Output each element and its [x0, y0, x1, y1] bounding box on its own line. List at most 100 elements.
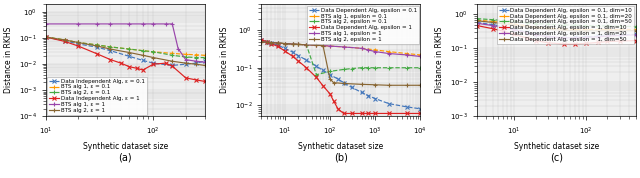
Data Dependent Alg, epsilon = 0.1, dim=10	[595, 35, 602, 37]
Line: Data Independent Alg, ε = 0.1: Data Independent Alg, ε = 0.1	[44, 35, 207, 67]
BTS alg 1, epsilon = 0.1	[274, 42, 282, 44]
Line: BTS alg 1, ε = 0.1: BTS alg 1, ε = 0.1	[44, 35, 207, 57]
BTS alg 1, ε = 1	[125, 23, 133, 25]
BTS alg 2, epsilon = 1	[340, 82, 348, 85]
BTS alg 2, epsilon = 0.1	[281, 43, 289, 45]
BTS alg 2, epsilon = 0.1	[340, 68, 348, 70]
Data Independent Alg, ε = 1	[132, 67, 140, 69]
Y-axis label: Distance in RKHS: Distance in RKHS	[435, 27, 445, 93]
Data Dependent Alg, epsilon = 0.1, dim=50	[532, 22, 540, 25]
Data Dependent Alg, epsilon = 1, dim=20	[473, 22, 481, 24]
BTS alg 1, epsilon = 1	[274, 42, 282, 44]
Data Dependent Alg, epsilon = 1, dim=10	[616, 40, 624, 42]
BTS alg 1, ε = 1	[162, 23, 170, 25]
Data Independent Alg, ε = 0.1	[150, 62, 157, 64]
Line: Data Dependent Alg, epsilon = 0.1: Data Dependent Alg, epsilon = 0.1	[259, 38, 422, 111]
Data Dependent Alg, epsilon = 0.1, dim=50	[473, 18, 481, 20]
Data Independent Alg, ε = 0.1	[139, 59, 147, 61]
Data Dependent Alg, epsilon = 1	[274, 45, 282, 48]
Data Dependent Alg, epsilon = 1, dim=10	[595, 41, 602, 43]
Data Dependent Alg, epsilon = 1, dim=20	[632, 34, 639, 36]
Legend: Data Independent Alg, ε = 0.1, BTS alg 1, ε = 0.1, BTS alg 2, ε = 0.1, Data Inde: Data Independent Alg, ε = 0.1, BTS alg 1…	[47, 77, 147, 115]
Data Dependent Alg, epsilon = 0.1, dim=50	[604, 25, 611, 27]
BTS alg 1, ε = 0.1	[74, 41, 82, 44]
Data Dependent Alg, epsilon = 1, dim=20	[595, 36, 602, 38]
BTS alg 1, epsilon = 0.1	[257, 41, 265, 43]
BTS alg 1, epsilon = 1	[289, 43, 297, 45]
BTS alg 2, ε = 1	[42, 36, 49, 38]
Data Dependent Alg, epsilon = 0.1, dim=20	[532, 26, 540, 28]
Data Dependent Alg, epsilon = 1, dim=20	[571, 37, 579, 39]
BTS alg 2, epsilon = 1	[294, 43, 302, 46]
Data Independent Alg, ε = 0.1	[107, 50, 115, 52]
Data Dependent Alg, epsilon = 0.1, dim=10	[532, 33, 540, 35]
Data Independent Alg, ε = 1	[168, 65, 176, 67]
Legend: Data Dependent Alg, epsilon = 0.1, BTS alg 1, epsilon = 0.1, BTS alg 2, epsilon : Data Dependent Alg, epsilon = 0.1, BTS a…	[307, 6, 419, 44]
BTS alg 2, ε = 0.1	[61, 39, 68, 41]
Data Dependent Alg, epsilon = 1, dim=50	[571, 30, 579, 32]
BTS alg 1, ε = 0.1	[201, 54, 209, 56]
Data Independent Alg, ε = 0.1	[201, 60, 209, 62]
BTS alg 1, ε = 1	[107, 23, 115, 25]
BTS alg 1, ε = 1	[168, 23, 176, 25]
Data Dependent Alg, epsilon = 0.1	[281, 47, 289, 49]
Data Dependent Alg, epsilon = 1, dim=50	[595, 30, 602, 32]
Data Dependent Alg, epsilon = 1, dim=50	[489, 21, 497, 23]
Data Dependent Alg, epsilon = 0.1, dim=10	[511, 28, 518, 30]
BTS alg 2, epsilon = 0.1	[348, 67, 355, 70]
Y-axis label: Distance in RKHS: Distance in RKHS	[4, 27, 13, 93]
Data Dependent Alg, epsilon = 0.1	[334, 78, 342, 80]
Data Dependent Alg, epsilon = 1	[385, 112, 392, 114]
BTS alg 2, ε = 1	[150, 56, 157, 59]
BTS alg 1, epsilon = 1	[303, 44, 310, 46]
Data Independent Alg, ε = 0.1	[182, 63, 189, 65]
BTS alg 2, ε = 1	[192, 63, 200, 65]
Data Independent Alg, ε = 1	[74, 45, 82, 47]
Data Dependent Alg, epsilon = 0.1, dim=20	[511, 23, 518, 25]
BTS alg 2, ε = 0.1	[150, 51, 157, 53]
Data Dependent Alg, epsilon = 0.1, dim=10	[571, 36, 579, 38]
BTS alg 1, epsilon = 0.1	[358, 47, 365, 49]
BTS alg 2, ε = 1	[182, 62, 189, 64]
Data Dependent Alg, epsilon = 1	[330, 100, 337, 102]
Data Dependent Alg, epsilon = 0.1	[257, 39, 265, 41]
BTS alg 2, epsilon = 0.1	[268, 41, 275, 44]
X-axis label: Synthetic dataset size: Synthetic dataset size	[83, 142, 168, 151]
BTS alg 2, epsilon = 0.1	[289, 43, 297, 45]
Data Dependent Alg, epsilon = 1, dim=10	[511, 33, 518, 35]
Line: BTS alg 2, epsilon = 0.1: BTS alg 2, epsilon = 0.1	[259, 40, 422, 77]
Data Dependent Alg, epsilon = 1	[358, 112, 365, 114]
BTS alg 2, epsilon = 1	[312, 44, 320, 46]
Data Independent Alg, ε = 1	[139, 69, 147, 71]
Data Dependent Alg, epsilon = 0.1	[274, 44, 282, 46]
BTS alg 1, epsilon = 0.1	[340, 46, 348, 48]
Line: Data Dependent Alg, epsilon = 1, dim=50: Data Dependent Alg, epsilon = 1, dim=50	[475, 19, 638, 33]
Data Dependent Alg, epsilon = 0.1, dim=50	[545, 23, 552, 25]
Data Dependent Alg, epsilon = 0.1	[289, 51, 297, 53]
Data Dependent Alg, epsilon = 1, dim=50	[473, 20, 481, 22]
Data Independent Alg, ε = 1	[107, 59, 115, 61]
Data Dependent Alg, epsilon = 0.1, dim=10	[523, 31, 531, 33]
BTS alg 1, ε = 1	[174, 48, 182, 50]
Line: BTS alg 1, ε = 1: BTS alg 1, ε = 1	[44, 22, 207, 64]
BTS alg 1, epsilon = 1	[358, 47, 365, 49]
BTS alg 2, epsilon = 1	[303, 44, 310, 46]
BTS alg 2, epsilon = 0.1	[417, 67, 424, 69]
Data Dependent Alg, epsilon = 0.1, dim=10	[489, 23, 497, 26]
BTS alg 1, ε = 0.1	[192, 54, 200, 56]
BTS alg 1, ε = 0.1	[168, 52, 176, 54]
Data Independent Alg, ε = 1	[117, 62, 125, 64]
Data Independent Alg, ε = 1	[182, 77, 189, 79]
BTS alg 2, epsilon = 1	[417, 84, 424, 86]
Data Dependent Alg, epsilon = 1, dim=50	[523, 26, 531, 28]
BTS alg 2, ε = 0.1	[107, 46, 115, 48]
BTS alg 2, epsilon = 1	[371, 84, 379, 86]
Data Dependent Alg, epsilon = 1, dim=20	[616, 34, 624, 36]
Data Dependent Alg, epsilon = 0.1, dim=10	[632, 33, 639, 35]
BTS alg 1, epsilon = 1	[281, 43, 289, 45]
Data Dependent Alg, epsilon = 1	[340, 112, 348, 114]
Data Dependent Alg, epsilon = 1	[334, 108, 342, 110]
Data Dependent Alg, epsilon = 0.1	[294, 55, 302, 57]
Data Dependent Alg, epsilon = 0.1, dim=20	[616, 28, 624, 31]
BTS alg 2, epsilon = 0.1	[263, 41, 271, 43]
